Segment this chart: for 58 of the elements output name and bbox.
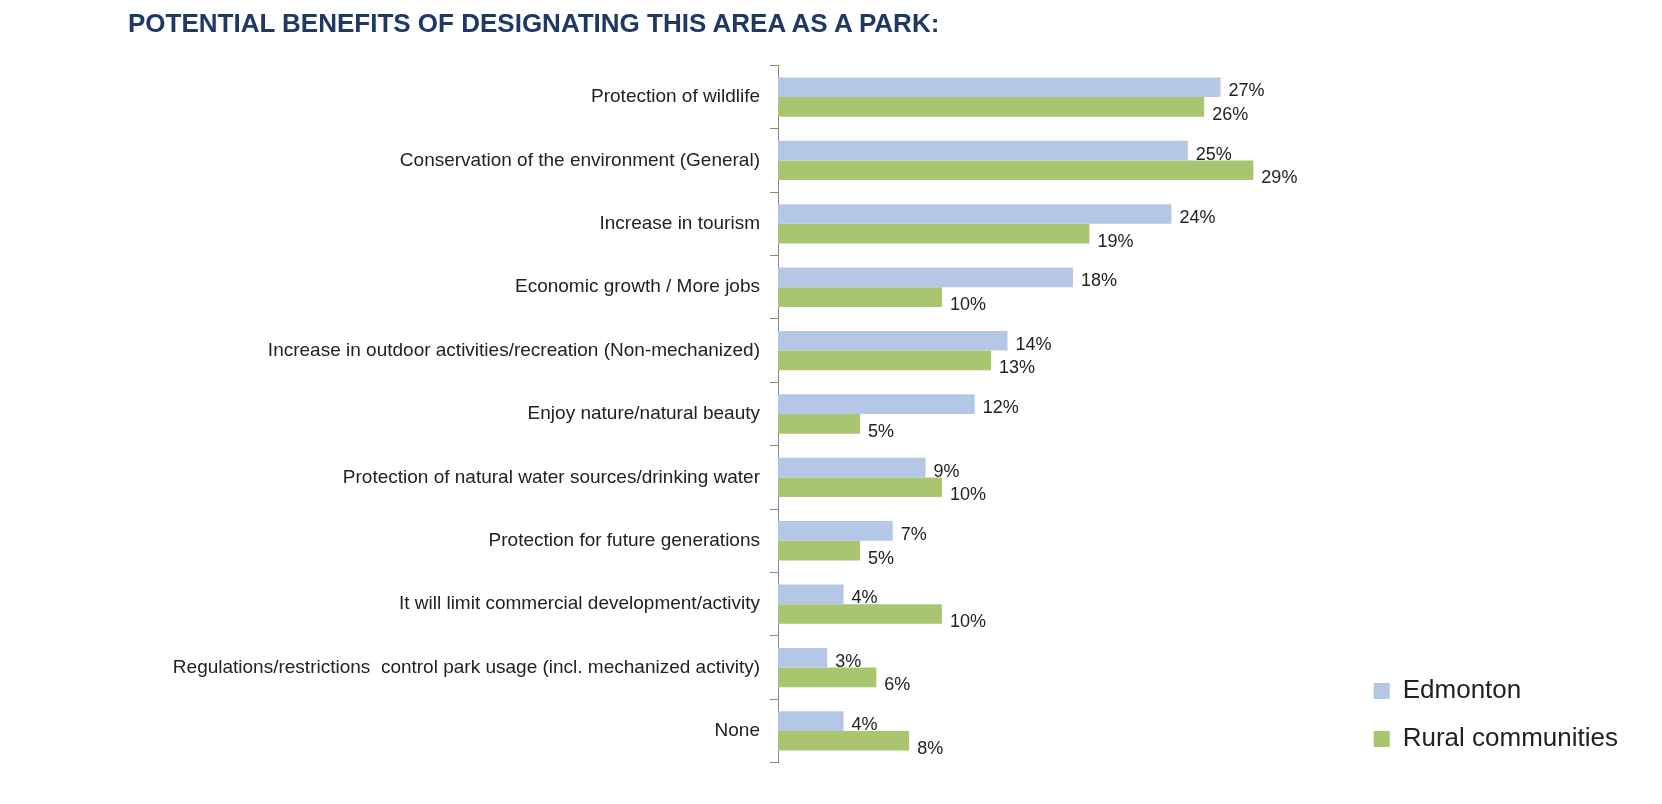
y-tick-label: Protection of wildlife [591, 85, 760, 107]
bar [778, 457, 926, 478]
data-label: 8% [917, 737, 944, 758]
y-tick-label: None [714, 719, 760, 741]
data-label: 10% [949, 610, 986, 631]
bar [778, 77, 1221, 98]
data-label: 5% [867, 547, 894, 568]
y-tick-label: Enjoy nature/natural beauty [527, 402, 761, 424]
data-label: 18% [1081, 270, 1118, 291]
bar [778, 204, 1172, 224]
bar [778, 97, 1205, 117]
data-label: 14% [1015, 333, 1052, 354]
data-label: 25% [1195, 143, 1232, 164]
bar [778, 584, 844, 605]
data-label: 3% [835, 650, 862, 671]
bar [778, 414, 860, 434]
bar [778, 521, 893, 541]
data-label: 10% [949, 294, 986, 315]
bar [778, 667, 877, 688]
data-label: 13% [999, 357, 1036, 378]
y-tick-label: Economic growth / More jobs [515, 275, 760, 297]
bar [778, 604, 942, 624]
bar [778, 477, 942, 498]
data-label: 4% [851, 714, 878, 735]
bar [778, 287, 942, 307]
data-label: 29% [1261, 167, 1298, 188]
bar [778, 711, 844, 731]
bar [778, 730, 910, 751]
data-label: 26% [1212, 103, 1249, 124]
bar [778, 330, 1008, 351]
y-tick-label: Increase in tourism [599, 212, 760, 234]
y-tick-label: Increase in outdoor activities/recreation (Non-mechanized) [267, 338, 760, 360]
data-label: 6% [884, 674, 911, 695]
bar [778, 267, 1074, 288]
y-tick-label: Protection for future generations [488, 529, 760, 550]
legend-label: Edmonton [1402, 674, 1522, 705]
data-label: 10% [949, 484, 986, 505]
data-label: 19% [1097, 230, 1134, 251]
data-label: 24% [1179, 207, 1216, 227]
legend-label: Rural communities [1402, 722, 1619, 753]
y-tick-label: Protection of natural water sources/drinking water [342, 465, 761, 487]
bar [778, 394, 975, 414]
bar [778, 140, 1188, 161]
data-label: 5% [867, 420, 894, 441]
bar [778, 160, 1254, 181]
data-label: 4% [851, 587, 878, 608]
text: POTENTIAL BENEFITS OF DESIGNATING THIS AREA AS A PARK: [127, 8, 941, 40]
y-tick-label: Regulations/restrictions control park usage (incl. mechanized activity) [172, 655, 760, 677]
bar [778, 540, 860, 561]
bar [778, 350, 992, 371]
data-label: 9% [933, 460, 960, 481]
bar [778, 647, 828, 668]
y-tick-label: Conservation of the environment (General) [399, 148, 760, 170]
data-label: 7% [900, 523, 927, 544]
data-label: 12% [982, 397, 1019, 418]
bar [778, 223, 1090, 244]
data-label: 27% [1228, 80, 1265, 101]
y-tick-label: It will limit commercial development/activity [398, 592, 761, 614]
